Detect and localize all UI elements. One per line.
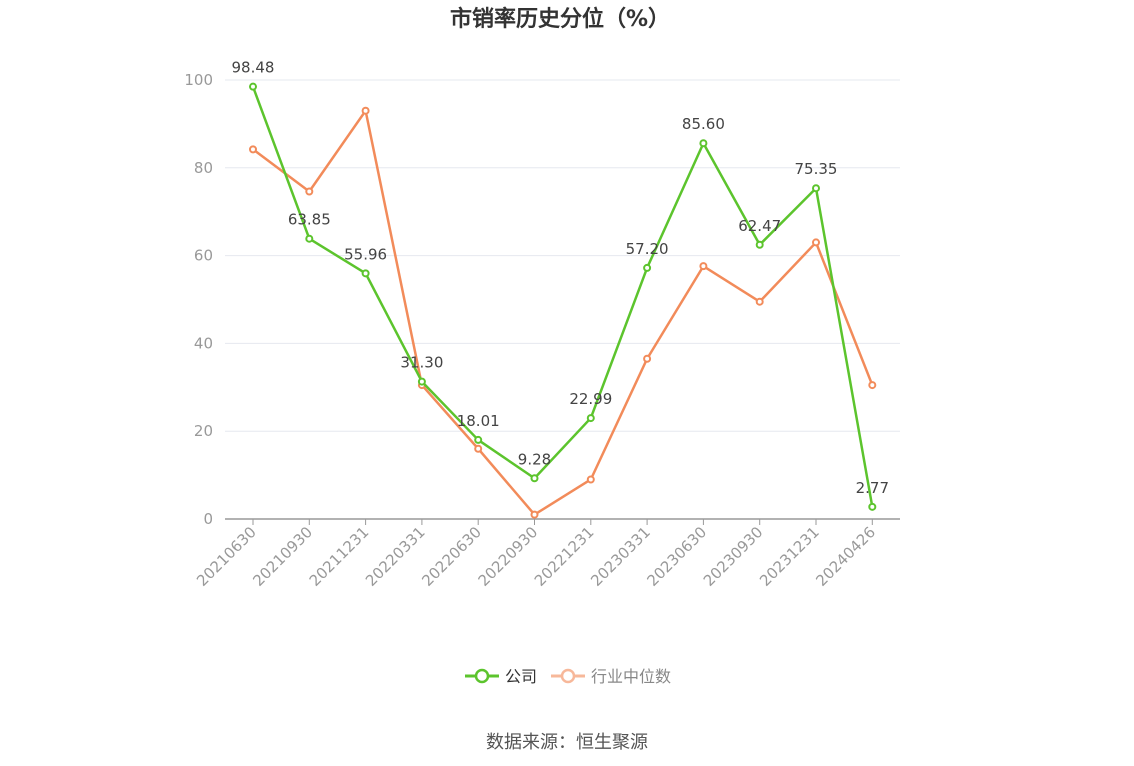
x-tick-label: 20220331 [362, 523, 429, 590]
data-point[interactable] [812, 184, 820, 193]
legend-item[interactable]: 公司 [465, 667, 537, 686]
data-point[interactable] [643, 354, 652, 363]
data-point[interactable] [586, 475, 595, 484]
data-label: 22.99 [569, 390, 612, 408]
data-label: 9.28 [518, 450, 551, 468]
data-label: 75.35 [795, 160, 838, 178]
source-text: 数据来源：恒生聚源 [486, 732, 648, 753]
data-label: 18.01 [457, 412, 500, 430]
data-point[interactable] [643, 263, 652, 272]
x-tick-label: 20230930 [700, 523, 767, 590]
series-line [251, 86, 874, 508]
legend-label: 行业中位数 [591, 667, 671, 686]
data-point[interactable] [417, 377, 426, 386]
y-axis: 0 20 40 60 80 100 [184, 71, 213, 528]
data-label: 57.20 [626, 240, 669, 258]
grid [225, 79, 900, 432]
y-tick-label: 60 [194, 247, 213, 265]
data-point[interactable] [699, 139, 708, 148]
chart-title: 市销率历史分位（%） [450, 6, 670, 32]
y-tick-label: 0 [203, 510, 213, 528]
data-point[interactable] [699, 262, 708, 271]
x-tick-label: 20220930 [475, 523, 542, 590]
x-tick-label: 20221231 [531, 523, 598, 590]
data-label: 63.85 [288, 211, 331, 229]
data-point[interactable] [361, 106, 370, 115]
data-point[interactable] [249, 145, 257, 154]
data-label: 62.47 [738, 217, 781, 235]
x-tick-label: 20220630 [418, 523, 485, 590]
data-point[interactable] [812, 238, 820, 247]
data-label: 85.60 [682, 115, 725, 133]
x-axis: 2021063020210930202112312022033120220630… [193, 518, 900, 590]
data-point[interactable] [868, 502, 877, 511]
series [249, 82, 877, 519]
legend[interactable]: 公司 行业中位数 [465, 667, 671, 686]
data-point[interactable] [249, 82, 257, 91]
data-point[interactable] [474, 435, 483, 444]
series-line [252, 109, 874, 516]
x-tick-label: 20230331 [587, 523, 654, 590]
x-tick-label: 20211231 [306, 523, 373, 590]
x-tick-label: 20210930 [249, 523, 316, 590]
y-tick-label: 40 [194, 334, 213, 352]
data-label: 2.77 [856, 479, 889, 497]
legend-marker [474, 668, 490, 684]
data-point[interactable] [530, 474, 539, 483]
legend-marker [560, 668, 576, 684]
data-point[interactable] [868, 381, 877, 390]
data-point[interactable] [305, 187, 314, 196]
y-tick-label: 20 [194, 422, 213, 440]
data-point[interactable] [305, 234, 314, 243]
data-point[interactable] [474, 444, 483, 453]
y-tick-label: 100 [184, 71, 213, 89]
data-point[interactable] [586, 414, 595, 423]
data-label: 55.96 [344, 245, 387, 263]
x-tick-label: 20210630 [193, 523, 260, 590]
x-tick-label: 20240426 [812, 523, 879, 590]
legend-item[interactable]: 行业中位数 [551, 667, 671, 686]
data-labels: 98.48 63.85 55.96 31.30 18.01 9.28 22.99 57.20 8… [232, 59, 889, 497]
data-label: 98.48 [232, 59, 275, 77]
legend-label: 公司 [505, 667, 537, 686]
y-tick-label: 80 [194, 159, 213, 177]
data-point[interactable] [755, 297, 764, 306]
x-tick-label: 20231231 [756, 523, 823, 590]
data-label: 31.30 [400, 354, 443, 372]
data-point[interactable] [361, 269, 370, 278]
x-tick-label: 20230630 [644, 523, 711, 590]
data-point[interactable] [755, 240, 764, 249]
data-point[interactable] [530, 510, 539, 519]
